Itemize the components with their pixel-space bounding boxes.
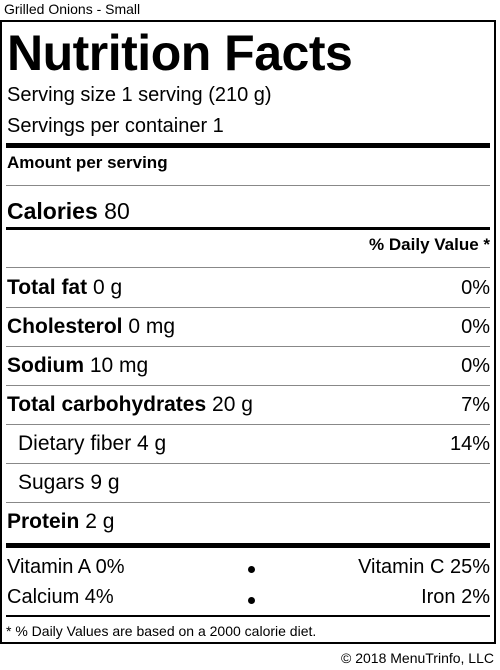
nutrient-dv: 0%	[461, 277, 490, 299]
nutrient-row-total-carbohydrates: Total carbohydrates 20 g 7%	[6, 386, 490, 424]
vitamin-a: Vitamin A 0%	[7, 556, 125, 578]
divider	[6, 385, 490, 386]
thick-divider	[6, 543, 490, 548]
divider	[6, 307, 490, 308]
bullet-dot	[248, 566, 255, 573]
item-caption: Grilled Onions - Small	[4, 1, 141, 17]
nutrient-dv: 0%	[461, 316, 490, 338]
nutrient-row-sugars: Sugars 9 g	[6, 464, 490, 502]
nutrient-name: Total carbohydrates	[7, 393, 207, 416]
copyright: © 2018 MenuTrinfo, LLC	[341, 650, 494, 666]
divider	[6, 267, 490, 268]
nutrient-dv: 0%	[461, 355, 490, 377]
calories-row: Calories 80	[7, 196, 130, 226]
iron: Iron 2%	[421, 586, 490, 608]
footnote-divider	[6, 615, 490, 617]
nutrient-amount: 2 g	[85, 510, 115, 533]
divider	[6, 185, 490, 186]
nutrient-amount: 10 mg	[89, 354, 149, 377]
nutrient-dv: 14%	[449, 433, 490, 455]
nutrient-row-total-fat: Total fat 0 g 0%	[6, 269, 490, 307]
nutrition-facts-panel: Nutrition Facts Serving size 1 serving (…	[0, 20, 496, 644]
nutrient-amount: 20 g	[212, 393, 253, 416]
nutrient-dv: 7%	[461, 394, 490, 416]
nutrient-amount: 4 g	[137, 432, 167, 455]
nutrient-row-cholesterol: Cholesterol 0 mg 0%	[6, 308, 490, 346]
nutrient-amount: 0 g	[92, 276, 123, 299]
nutrient-name: Sodium	[7, 354, 84, 377]
nutrition-facts-title: Nutrition Facts	[7, 25, 353, 81]
bullet-dot	[248, 597, 255, 604]
medium-divider	[6, 227, 490, 230]
servings-per-container: Servings per container 1	[7, 115, 224, 137]
serving-size: Serving size 1 serving (210 g)	[7, 84, 272, 106]
calories-value: 80	[104, 198, 130, 224]
nutrient-name: Protein	[7, 510, 80, 533]
divider	[6, 346, 490, 347]
divider	[6, 463, 490, 464]
vitamin-c: Vitamin C 25%	[358, 556, 490, 578]
divider	[6, 502, 490, 503]
nutrient-row-protein: Protein 2 g	[6, 503, 490, 541]
nutrient-row-sodium: Sodium 10 mg 0%	[6, 347, 490, 385]
nutrient-name: Cholesterol	[7, 315, 123, 338]
divider	[6, 424, 490, 425]
nutrient-name: Total fat	[7, 276, 88, 299]
amount-per-serving: Amount per serving	[7, 153, 168, 172]
daily-value-header: % Daily Value *	[369, 235, 490, 254]
nutrient-name: Dietary fiber	[18, 432, 132, 455]
thick-divider	[6, 143, 490, 148]
calories-label: Calories	[7, 198, 98, 224]
footnote: * % Daily Values are based on a 2000 cal…	[6, 623, 317, 639]
nutrient-amount: 9 g	[90, 471, 120, 494]
nutrient-amount: 0 mg	[128, 315, 176, 338]
nutrient-name: Sugars	[18, 471, 85, 494]
calcium: Calcium 4%	[7, 586, 114, 608]
nutrient-row-dietary-fiber: Dietary fiber 4 g 14%	[6, 425, 490, 463]
